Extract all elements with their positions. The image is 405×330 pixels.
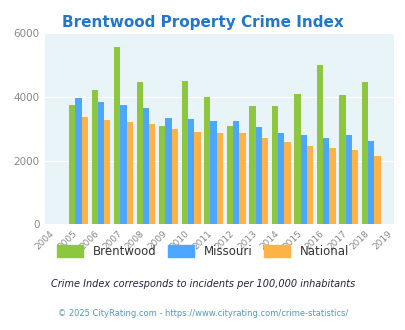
Bar — [159, 125, 165, 224]
Bar — [171, 129, 177, 224]
Bar — [232, 121, 239, 224]
Bar — [361, 82, 367, 224]
Text: © 2025 CityRating.com - https://www.cityrating.com/crime-statistics/: © 2025 CityRating.com - https://www.city… — [58, 309, 347, 317]
Bar — [204, 97, 210, 224]
Bar — [81, 116, 88, 224]
Bar — [261, 138, 267, 224]
Bar — [226, 125, 232, 224]
Bar — [339, 95, 345, 224]
Bar — [316, 65, 322, 224]
Bar — [69, 105, 75, 224]
Bar — [277, 134, 284, 224]
Bar — [249, 106, 255, 224]
Bar — [126, 122, 132, 224]
Bar — [143, 108, 149, 224]
Text: Crime Index corresponds to incidents per 100,000 inhabitants: Crime Index corresponds to incidents per… — [51, 279, 354, 289]
Bar — [149, 124, 155, 224]
Bar — [194, 132, 200, 224]
Bar — [181, 81, 188, 224]
Bar — [294, 94, 300, 224]
Bar — [216, 134, 222, 224]
Bar — [328, 148, 335, 224]
Bar — [210, 121, 216, 224]
Bar — [300, 135, 306, 224]
Bar — [367, 142, 373, 224]
Bar — [114, 48, 120, 224]
Bar — [345, 135, 351, 224]
Bar — [351, 150, 357, 224]
Bar — [188, 119, 194, 224]
Bar — [322, 138, 328, 224]
Bar — [373, 156, 380, 224]
Bar — [104, 120, 110, 224]
Bar — [98, 102, 104, 224]
Bar — [120, 105, 126, 224]
Bar — [255, 127, 261, 224]
Bar — [239, 134, 245, 224]
Bar — [284, 142, 290, 224]
Bar — [91, 90, 98, 224]
Bar — [75, 98, 81, 224]
Bar — [136, 82, 143, 224]
Legend: Brentwood, Missouri, National: Brentwood, Missouri, National — [53, 242, 352, 262]
Text: Brentwood Property Crime Index: Brentwood Property Crime Index — [62, 15, 343, 30]
Bar — [165, 117, 171, 224]
Bar — [306, 146, 312, 224]
Bar — [271, 106, 277, 224]
